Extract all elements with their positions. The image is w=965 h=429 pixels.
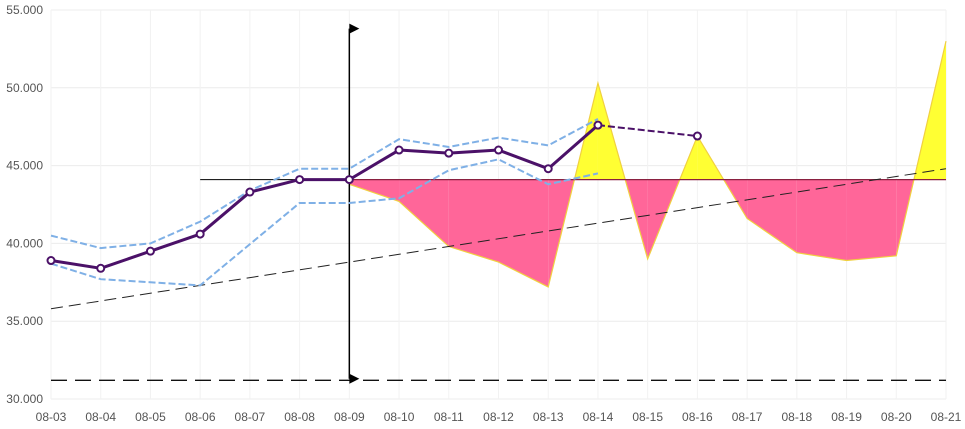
data-point xyxy=(593,120,603,130)
band-series xyxy=(50,118,599,287)
data-point xyxy=(145,246,155,256)
fill-area-below xyxy=(846,179,897,261)
data-point xyxy=(543,164,553,174)
data-point xyxy=(692,131,702,141)
arrow-marker-icon xyxy=(349,23,360,34)
x-tick-label: 08-09 xyxy=(334,410,365,424)
data-point xyxy=(96,263,106,273)
x-tick-label: 08-06 xyxy=(185,410,216,424)
data-point xyxy=(344,175,354,185)
data-point xyxy=(444,148,454,158)
data-point xyxy=(295,175,305,185)
x-tick-label: 08-07 xyxy=(235,410,266,424)
fill-area-below xyxy=(747,179,797,253)
y-tick-label: 50.000 xyxy=(6,81,43,95)
x-tick-label: 08-13 xyxy=(533,410,564,424)
fill-area-below xyxy=(796,179,847,261)
x-tick-label: 08-03 xyxy=(36,410,67,424)
y-tick-label: 35.000 xyxy=(6,314,43,328)
x-tick-label: 08-14 xyxy=(583,410,614,424)
x-tick-label: 08-19 xyxy=(831,410,862,424)
main-series xyxy=(46,120,702,273)
x-tick-label: 08-08 xyxy=(284,410,315,424)
data-point xyxy=(394,145,404,155)
x-tick-label: 08-04 xyxy=(85,410,116,424)
x-tick-label: 08-10 xyxy=(384,410,415,424)
x-tick-label: 08-18 xyxy=(781,410,812,424)
x-tick-label: 08-11 xyxy=(434,410,464,424)
x-axis: 08-03 08-04 08-05 08-06 08-07 08-08 08-09 08-10… xyxy=(36,410,962,424)
y-tick-label: 40.000 xyxy=(6,236,43,250)
fill-area-below xyxy=(349,179,400,202)
arrow-marker-icon xyxy=(349,373,360,384)
x-tick-label: 08-15 xyxy=(632,410,663,424)
lower-band-line xyxy=(50,158,599,287)
fill-area-below xyxy=(498,179,549,287)
x-tick-label: 08-16 xyxy=(682,410,713,424)
y-tick-label: 30.000 xyxy=(6,392,43,406)
data-point xyxy=(46,256,56,266)
y-tick-label: 55.000 xyxy=(6,3,43,17)
y-axis: 30.000 35.000 40.000 45.000 50.000 55.000 xyxy=(6,3,43,406)
x-tick-label: 08-12 xyxy=(483,410,514,424)
main-line-projection xyxy=(597,124,698,138)
x-tick-label: 08-20 xyxy=(881,410,912,424)
x-tick-label: 08-17 xyxy=(732,410,763,424)
fill-area-below xyxy=(448,179,499,263)
upper-band-line xyxy=(50,118,599,250)
main-line xyxy=(50,124,599,270)
data-point xyxy=(245,187,255,197)
data-point xyxy=(494,145,503,155)
fill-areas xyxy=(349,40,947,288)
x-tick-label: 08-21 xyxy=(931,410,962,424)
fill-area-below xyxy=(399,179,449,247)
x-tick-label: 08-05 xyxy=(135,410,166,424)
data-point xyxy=(195,229,205,239)
y-tick-label: 45.000 xyxy=(6,159,43,173)
